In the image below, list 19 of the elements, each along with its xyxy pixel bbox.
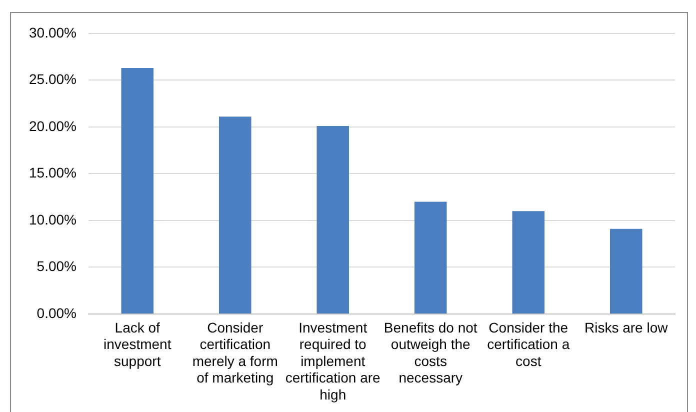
- y-tick-label: 20.00%: [29, 118, 76, 134]
- y-tick-label: 15.00%: [29, 164, 76, 181]
- y-tick-label: 30.00%: [29, 24, 76, 40]
- y-tick-label: 0.00%: [36, 304, 76, 321]
- bar: [121, 68, 154, 314]
- x-tick-label: Benefits do not outweigh the costs necessary: [384, 319, 478, 386]
- bar: [414, 202, 447, 314]
- y-tick-label: 10.00%: [29, 211, 76, 228]
- bar: [610, 228, 642, 314]
- y-tick-label: 25.00%: [29, 71, 76, 88]
- x-tick-label: Consider the certification a cost: [487, 319, 570, 369]
- bar: [512, 211, 544, 314]
- x-tick-label: Consider certification merely a form of marketing: [192, 319, 278, 386]
- x-tick-label: Risks are low: [584, 319, 669, 336]
- x-tick-label: Investment required to implement certification are high: [285, 319, 381, 402]
- bar: [316, 126, 349, 314]
- x-tick-label: Lack of investment support: [104, 319, 172, 369]
- bar: [218, 116, 252, 314]
- y-tick-label: 5.00%: [36, 258, 76, 274]
